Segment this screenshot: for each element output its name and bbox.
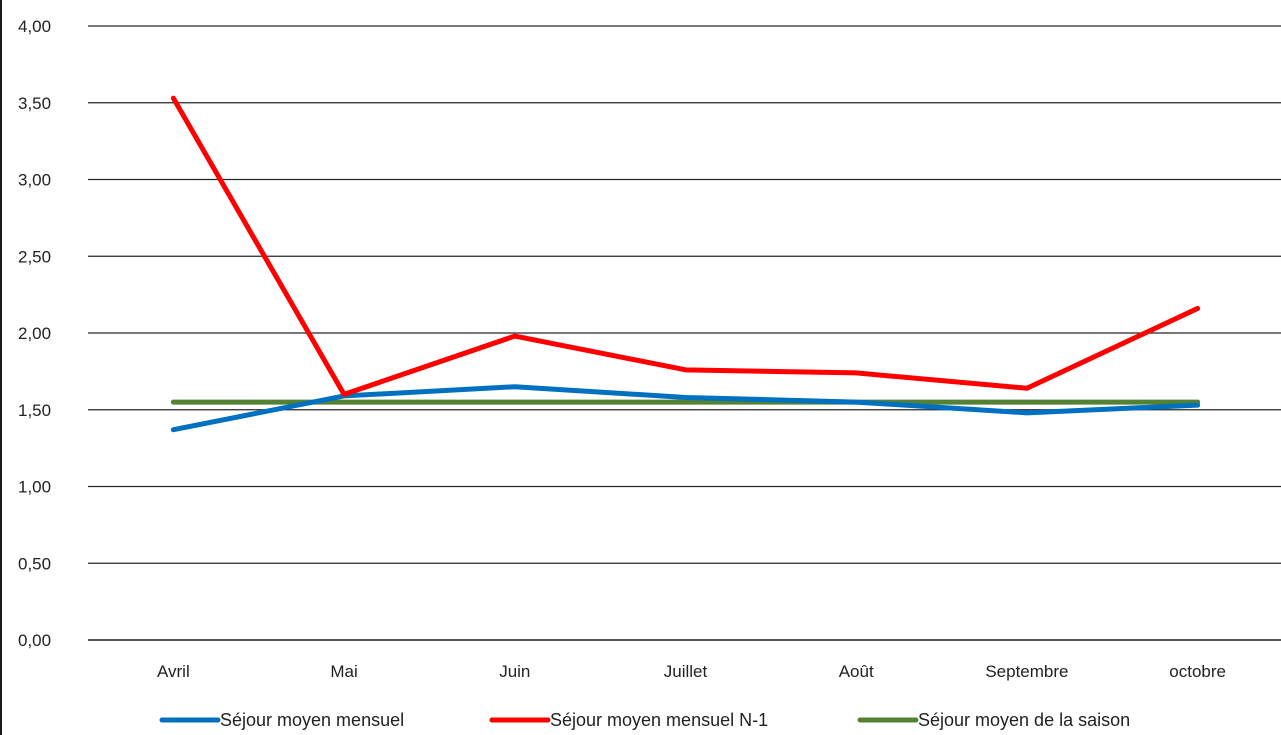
x-tick-label: Août (839, 662, 874, 681)
x-axis-tick-labels: Avril Mai Juin Juillet Août Septembre octobre (157, 662, 1226, 681)
legend-item: Séjour moyen mensuel N-1 (489, 710, 768, 730)
x-tick-label: Mai (330, 662, 357, 681)
y-tick-label: 4,00 (18, 17, 51, 36)
x-tick-label: Avril (157, 662, 190, 681)
y-tick-label: 3,50 (18, 94, 51, 113)
y-axis-tick-labels: 0,00 0,50 1,00 1,50 2,00 2,50 3,00 3,50 4,00 (18, 17, 51, 650)
legend-item: Séjour moyen de la saison (857, 710, 1130, 730)
x-tick-label: Juillet (664, 662, 708, 681)
y-tick-label: 3,00 (18, 171, 51, 190)
x-tick-label: Juin (499, 662, 530, 681)
y-tick-label: 2,00 (18, 324, 51, 343)
y-tick-label: 2,50 (18, 247, 51, 266)
y-tick-label: 1,50 (18, 401, 51, 420)
series-lines (170, 95, 1201, 433)
legend-label: Séjour moyen de la saison (918, 710, 1130, 730)
legend-label: Séjour moyen mensuel (220, 710, 404, 730)
x-tick-label: Septembre (985, 662, 1068, 681)
y-tick-label: 1,00 (18, 478, 51, 497)
x-tick-label: octobre (1169, 662, 1226, 681)
legend: Séjour moyen mensuel Séjour moyen mensuel… (159, 710, 1130, 730)
gridlines (88, 25, 1281, 641)
legend-label: Séjour moyen mensuel N-1 (550, 710, 768, 730)
series-line-2 (170, 95, 1201, 397)
series-line-1 (170, 384, 1201, 433)
y-tick-label: 0,00 (18, 631, 51, 650)
legend-item: Séjour moyen mensuel (159, 710, 404, 730)
y-tick-label: 0,50 (18, 554, 51, 573)
